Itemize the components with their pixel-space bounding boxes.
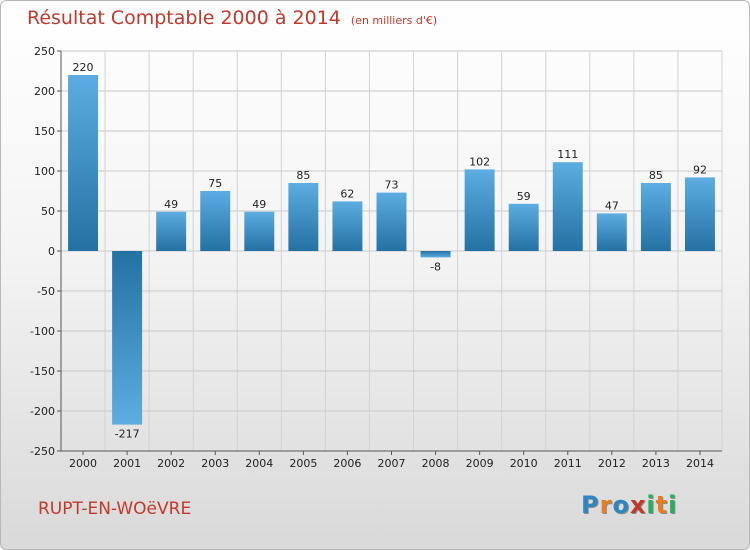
bar-2000 bbox=[68, 75, 99, 251]
y-tick-label: 0 bbox=[48, 245, 55, 258]
data-label-2008: -8 bbox=[430, 260, 441, 273]
data-label-2002: 49 bbox=[164, 198, 178, 211]
y-tick-label: 250 bbox=[34, 45, 55, 58]
data-label-2005: 85 bbox=[296, 169, 310, 182]
logo-letter: x bbox=[629, 491, 647, 519]
x-tick-label-2011: 2011 bbox=[554, 457, 582, 470]
x-tick-label-2002: 2002 bbox=[157, 457, 185, 470]
x-tick-label-2006: 2006 bbox=[333, 457, 361, 470]
bar-2012 bbox=[596, 213, 627, 251]
bar-2004 bbox=[244, 211, 275, 251]
chart-title-text: Résultat Comptable 2000 à 2014 bbox=[27, 7, 341, 29]
x-tick-label-2004: 2004 bbox=[245, 457, 273, 470]
logo-letter: r bbox=[599, 491, 613, 519]
data-label-2003: 75 bbox=[208, 177, 222, 190]
bar-2005 bbox=[288, 183, 319, 251]
chart-title: Résultat Comptable 2000 à 2014 (en millie… bbox=[27, 7, 437, 29]
x-tick-label-2007: 2007 bbox=[378, 457, 406, 470]
logo-letter: t bbox=[655, 491, 669, 519]
x-tick-label-2009: 2009 bbox=[466, 457, 494, 470]
data-label-2009: 102 bbox=[469, 155, 490, 168]
y-tick-label: -200 bbox=[30, 405, 55, 418]
data-label-2004: 49 bbox=[252, 198, 266, 211]
y-tick-label: -250 bbox=[30, 445, 55, 458]
x-tick-label-2005: 2005 bbox=[289, 457, 317, 470]
x-tick-label-2003: 2003 bbox=[201, 457, 229, 470]
data-label-2006: 62 bbox=[340, 187, 354, 200]
bar-2003 bbox=[200, 191, 231, 251]
data-label-2000: 220 bbox=[73, 61, 94, 74]
city-name: RUPT-EN-WOëVRE bbox=[38, 499, 192, 519]
y-tick-label: -100 bbox=[30, 325, 55, 338]
bar-2007 bbox=[376, 192, 407, 251]
logo-letter: i bbox=[646, 491, 656, 519]
data-label-2014: 92 bbox=[693, 163, 707, 176]
logo-letter: o bbox=[612, 491, 630, 519]
x-tick-label-2012: 2012 bbox=[598, 457, 626, 470]
proxiti-logo: Proxiti bbox=[581, 491, 677, 519]
y-tick-label: 150 bbox=[34, 125, 55, 138]
data-label-2011: 111 bbox=[557, 148, 578, 161]
data-label-2010: 59 bbox=[517, 190, 531, 203]
logo-letter: i bbox=[668, 491, 678, 519]
bar-2006 bbox=[332, 201, 363, 251]
bar-2009 bbox=[464, 169, 495, 251]
bar-2008 bbox=[420, 251, 451, 258]
x-tick-label-2013: 2013 bbox=[642, 457, 670, 470]
x-tick-label-2000: 2000 bbox=[69, 457, 97, 470]
data-label-2013: 85 bbox=[649, 169, 663, 182]
y-tick-label: -50 bbox=[37, 285, 55, 298]
bar-2013 bbox=[640, 183, 671, 251]
y-tick-label: 50 bbox=[41, 205, 55, 218]
data-label-2007: 73 bbox=[385, 179, 399, 192]
x-tick-label-2001: 2001 bbox=[113, 457, 141, 470]
logo-letter: P bbox=[581, 491, 600, 519]
bar-2010 bbox=[508, 203, 539, 251]
chart-subtitle: (en milliers d'€) bbox=[350, 14, 438, 27]
x-tick-label-2014: 2014 bbox=[686, 457, 714, 470]
bar-2002 bbox=[156, 211, 187, 251]
y-tick-label: 100 bbox=[34, 165, 55, 178]
bar-2011 bbox=[552, 162, 583, 251]
y-tick-label: -150 bbox=[30, 365, 55, 378]
data-label-2001: -217 bbox=[115, 428, 140, 441]
bar-2014 bbox=[684, 177, 715, 251]
y-tick-label: 200 bbox=[34, 85, 55, 98]
bar-2001 bbox=[112, 251, 143, 425]
x-tick-label-2008: 2008 bbox=[422, 457, 450, 470]
x-tick-label-2010: 2010 bbox=[510, 457, 538, 470]
data-label-2012: 47 bbox=[605, 199, 619, 212]
